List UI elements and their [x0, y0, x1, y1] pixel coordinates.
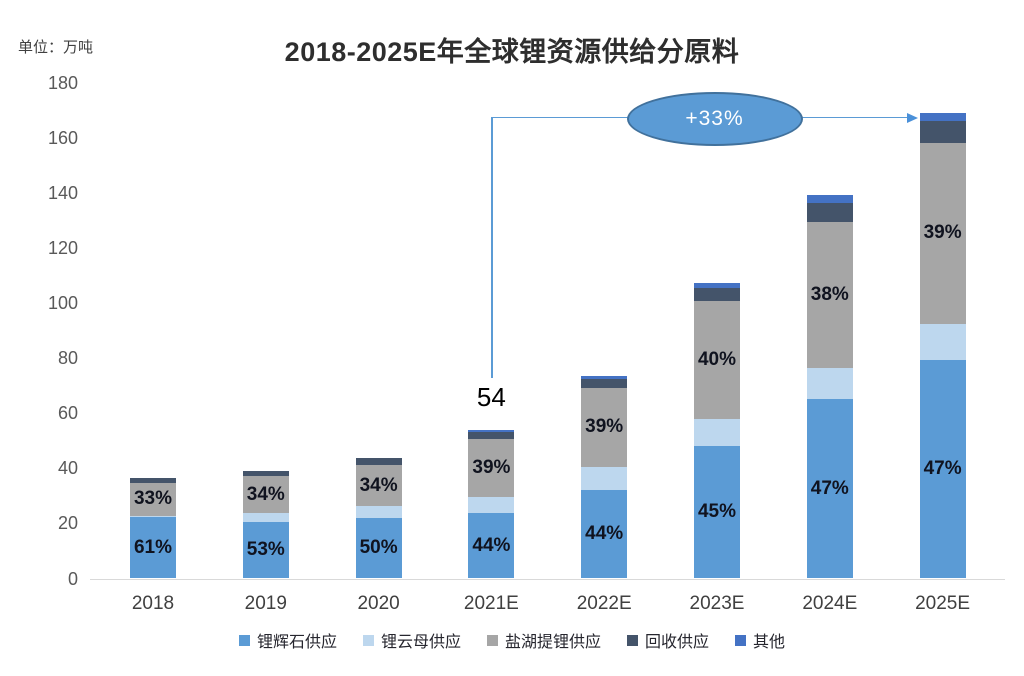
annotation-connector-vertical: [491, 116, 493, 378]
legend-swatch-icon: [362, 634, 374, 646]
percent-label: 50%: [359, 537, 398, 559]
y-axis-tick-label: 120: [47, 238, 78, 259]
bar-segment-其他: [468, 429, 515, 433]
percent-label: 34%: [359, 474, 398, 496]
bar-segment-回收供应: [355, 458, 402, 466]
percent-label: 39%: [923, 222, 962, 244]
percent-label: 38%: [810, 283, 849, 305]
y-axis-tick-label: 160: [47, 128, 78, 149]
y-axis-tick-label: 100: [47, 293, 78, 314]
bar-segment-盐湖提锂供应: [694, 300, 740, 419]
legend: 锂辉石供应 锂云母供应 盐湖提锂供应 回收供应 其他: [0, 628, 1024, 652]
annotation-arrowhead-icon: [906, 112, 918, 123]
bar-segment-锂辉石供应: [468, 512, 515, 579]
percent-label: 34%: [246, 483, 285, 505]
bar-segment-锂辉石供应: [919, 359, 966, 579]
bar-segment-回收供应: [581, 378, 628, 388]
bar-segment-盐湖提锂供应: [468, 438, 515, 497]
bar-segment-其他: [806, 195, 853, 203]
bar-segment-盐湖提锂供应: [130, 482, 176, 516]
y-axis-tick-label: 80: [57, 348, 78, 369]
bar-segment-锂辉石供应: [355, 518, 402, 579]
x-axis-label: 2018: [131, 593, 175, 614]
bar-segment-盐湖提锂供应: [919, 142, 966, 325]
legend-swatch-icon: [627, 634, 638, 646]
percent-label: 61%: [133, 536, 173, 558]
bar-segment-锂辉石供应: [242, 521, 289, 579]
legend-label: 盐湖提锂供应: [504, 634, 601, 651]
bar-segment-锂云母供应: [355, 506, 402, 519]
y-axis-tick-label: 180: [47, 73, 78, 93]
x-axis-line: [90, 578, 1005, 580]
x-axis-label: 2025E: [915, 593, 971, 614]
percent-label: 40%: [697, 348, 737, 370]
bar-segment-锂云母供应: [468, 497, 515, 513]
percent-label: 44%: [585, 523, 624, 545]
bar-segment-锂辉石供应: [694, 445, 740, 579]
total-value-label: 54: [476, 381, 506, 412]
legend-item: 其他: [735, 628, 785, 652]
bar-segment-回收供应: [919, 120, 966, 143]
legend-item: 回收供应: [627, 628, 709, 652]
bar-segment-锂云母供应: [694, 418, 740, 446]
legend-swatch-icon: [735, 634, 747, 646]
y-axis-tick-label: 40: [57, 458, 78, 479]
percent-label: 45%: [697, 501, 737, 523]
legend-item: 锂辉石供应: [238, 628, 337, 652]
bar-segment-锂云母供应: [130, 516, 176, 518]
percent-label: 53%: [246, 539, 285, 561]
legend-label: 锂辉石供应: [256, 634, 337, 651]
annotation-ellipse: +33%: [626, 91, 803, 146]
bar-segment-回收供应: [806, 203, 853, 223]
bar-segment-锂辉石供应: [130, 517, 176, 579]
bar-segment-锂辉石供应: [806, 398, 853, 579]
legend-label: 回收供应: [645, 634, 710, 651]
unit-label: 单位：万吨: [18, 39, 94, 56]
bar-segment-锂云母供应: [806, 367, 853, 399]
percent-label: 39%: [585, 416, 624, 438]
percent-label: 39%: [472, 456, 511, 478]
legend-item: 锂云母供应: [362, 628, 461, 652]
bar-segment-盐湖提锂供应: [581, 387, 628, 467]
bar-segment-盐湖提锂供应: [242, 476, 289, 513]
x-axis-label: 2023E: [689, 593, 745, 614]
percent-label: 47%: [923, 458, 962, 480]
bar-segment-其他: [919, 112, 966, 121]
x-axis-label: 2021E: [463, 593, 519, 614]
legend-swatch-icon: [238, 634, 250, 646]
bar-segment-回收供应: [242, 471, 289, 477]
bar-segment-其他: [694, 283, 740, 289]
percent-label: 47%: [810, 477, 849, 499]
bar-segment-锂云母供应: [919, 324, 966, 360]
bar-segment-盐湖提锂供应: [806, 222, 853, 368]
y-axis-tick-label: 0: [67, 568, 78, 589]
y-axis-tick-label: 60: [57, 403, 78, 424]
x-axis-label: 2024E: [802, 593, 858, 614]
x-axis-label: 2019: [244, 593, 287, 614]
percent-label: 33%: [133, 488, 173, 510]
bar-segment-回收供应: [468, 432, 515, 439]
legend-label: 锂云母供应: [380, 634, 461, 651]
bar-segment-回收供应: [130, 478, 176, 483]
y-axis-tick-label: 20: [57, 513, 78, 534]
legend-item: 盐湖提锂供应: [486, 628, 601, 652]
bar-segment-锂辉石供应: [581, 489, 628, 579]
bar-segment-回收供应: [694, 288, 740, 301]
x-axis-label: 2022E: [576, 593, 632, 614]
bar-segment-盐湖提锂供应: [355, 465, 402, 507]
bar-segment-锂云母供应: [581, 466, 628, 490]
bar-segment-其他: [581, 376, 628, 379]
chart-title: 2018-2025E年全球锂资源供给分原料: [284, 37, 740, 67]
legend-swatch-icon: [486, 634, 498, 646]
percent-label: 44%: [472, 534, 511, 556]
legend-label: 其他: [753, 634, 786, 651]
x-axis-label: 2020: [357, 593, 400, 614]
y-axis-tick-label: 140: [47, 183, 78, 204]
bar-segment-锂云母供应: [242, 512, 289, 522]
